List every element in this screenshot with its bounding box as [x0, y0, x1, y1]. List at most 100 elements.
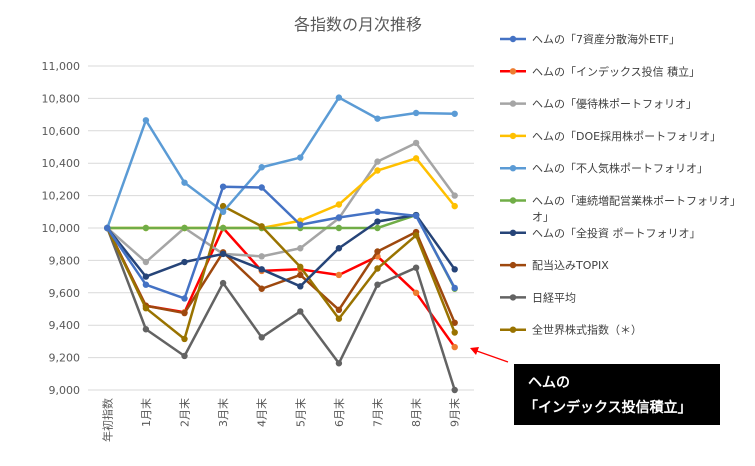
chart-title: 各指数の月次推移: [294, 15, 422, 34]
legend-swatch-marker: [509, 132, 517, 140]
data-point: [412, 155, 420, 162]
series-line: [106, 213, 456, 288]
data-point: [181, 258, 188, 266]
callout-line-2: 「インデックス投信積立」: [524, 399, 692, 416]
series-line: [107, 213, 456, 290]
data-point: [335, 315, 343, 322]
data-point: [142, 224, 150, 232]
x-tick-label: 1月末: [139, 398, 153, 427]
data-point: [335, 360, 343, 367]
legend-label: 全世界株式指数（＊）: [532, 323, 642, 337]
y-tick-label: 10,600: [42, 125, 81, 138]
data-point: [258, 285, 265, 292]
data-point: [451, 329, 458, 336]
data-point: [451, 343, 458, 351]
x-tick-label: 7月末: [371, 398, 385, 427]
data-point: [142, 258, 150, 266]
x-tick-label: 6月末: [332, 398, 346, 427]
data-point: [451, 319, 458, 326]
legend-label: ヘムの「DOE採用株ポートフォリオ」: [532, 129, 721, 143]
data-point: [374, 208, 381, 215]
x-tick-label: 8月末: [409, 398, 423, 427]
legend-item: ヘムの「7資産分散海外ETF」: [500, 32, 680, 46]
x-tick-label: 9月末: [448, 398, 462, 427]
data-point: [374, 224, 381, 232]
data-point: [335, 94, 343, 101]
data-point: [335, 201, 343, 208]
data-point: [219, 208, 227, 215]
data-point: [219, 202, 227, 210]
data-point: [181, 335, 188, 343]
y-tick-label: 10,400: [42, 157, 81, 170]
legend-item: ヘムの「インデックス投信 積立」: [500, 64, 700, 78]
series-line: [106, 227, 456, 324]
data-point: [297, 245, 304, 252]
legend-swatch-marker: [509, 261, 517, 269]
data-point: [142, 281, 150, 288]
data-point: [412, 109, 420, 117]
data-point: [142, 117, 150, 124]
data-point: [412, 232, 420, 239]
legend-label: ヘムの「7資産分散海外ETF」: [532, 32, 680, 46]
data-point: [219, 224, 227, 232]
legend-item: ヘムの「DOE採用株ポートフォリオ」: [500, 129, 721, 143]
series-lines: [104, 94, 458, 394]
data-point: [412, 289, 420, 296]
data-point: [335, 224, 343, 232]
legend-swatch-marker: [509, 326, 517, 333]
legend-label: ヘムの「インデックス投信 積立」: [532, 64, 700, 78]
series-line: [106, 96, 455, 229]
data-point: [297, 308, 304, 315]
series-0: [104, 183, 458, 302]
y-tick-label: 9,600: [49, 287, 81, 300]
data-point: [451, 386, 458, 394]
data-point: [335, 306, 343, 314]
data-point: [181, 179, 188, 186]
legend-item: 配当込みTOPIX: [500, 258, 609, 272]
data-point: [142, 304, 150, 312]
legend-item: 日経平均: [500, 291, 576, 304]
data-point: [451, 266, 458, 273]
y-tick-label: 9,000: [49, 384, 81, 397]
legend-swatch-marker: [509, 68, 517, 75]
legend-swatch-marker: [509, 35, 517, 43]
series-line: [106, 185, 456, 300]
legend-item: ヘムの「不人気株ポートフォリオ」: [500, 161, 708, 175]
data-point: [412, 212, 420, 220]
legend-label: ヘムの「優待株ポートフォリオ」: [532, 97, 697, 111]
data-point: [412, 139, 420, 147]
legend-swatch-marker: [509, 294, 517, 301]
data-point: [451, 192, 458, 199]
legend-label-wrap: オ」: [532, 211, 554, 224]
callout-arrow: [470, 347, 509, 363]
data-point: [374, 167, 381, 174]
data-point: [104, 224, 111, 232]
legend-item: 全世界株式指数（＊）: [500, 323, 642, 337]
legend-label: 配当込みTOPIX: [532, 258, 609, 272]
callout-line-1: ヘムの: [528, 375, 570, 391]
y-tick-label: 10,800: [42, 92, 81, 105]
x-tick-label: 2月末: [178, 398, 192, 427]
legend-label: 日経平均: [532, 291, 576, 304]
legend-swatch-marker: [509, 229, 517, 236]
series-line: [106, 141, 456, 264]
data-point: [374, 281, 381, 288]
x-tick-label: 4月末: [255, 398, 269, 427]
y-tick-label: 9,200: [49, 352, 81, 365]
x-tick-label: 5月末: [293, 398, 307, 427]
data-point: [412, 264, 420, 271]
data-point: [181, 295, 188, 302]
data-point: [219, 183, 227, 190]
legend-label: ヘムの「連続増配営業株ポートフォリオ」: [532, 194, 741, 208]
legend-item: ヘムの「全投資 ポートフォリオ」: [500, 226, 701, 240]
data-point: [297, 263, 304, 271]
data-point: [451, 284, 458, 292]
data-point: [335, 245, 343, 252]
series-line: [106, 204, 456, 341]
data-point: [258, 164, 265, 171]
data-point: [181, 352, 188, 360]
data-point: [374, 115, 381, 122]
data-point: [181, 224, 188, 232]
